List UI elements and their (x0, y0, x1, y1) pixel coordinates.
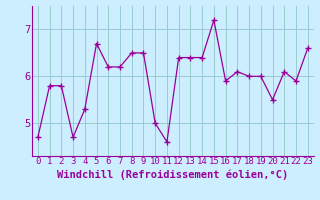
X-axis label: Windchill (Refroidissement éolien,°C): Windchill (Refroidissement éolien,°C) (57, 169, 288, 180)
